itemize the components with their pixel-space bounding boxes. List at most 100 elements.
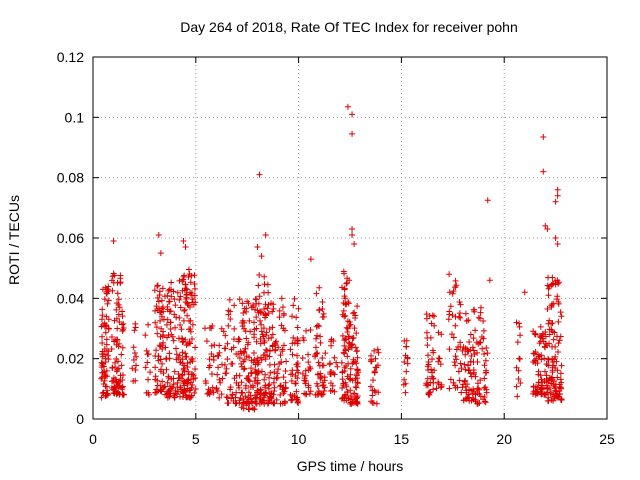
data-point <box>314 332 321 339</box>
data-point <box>256 293 263 300</box>
data-point <box>266 353 273 360</box>
data-point <box>189 355 196 362</box>
data-point <box>549 328 556 335</box>
data-point <box>402 352 409 359</box>
data-point <box>243 375 250 382</box>
data-point <box>253 400 260 407</box>
data-point <box>312 344 319 351</box>
data-point <box>317 333 324 340</box>
data-point <box>466 386 473 393</box>
data-point <box>462 377 469 384</box>
data-point <box>482 357 489 364</box>
data-point <box>279 304 286 311</box>
data-point <box>315 359 322 366</box>
data-point <box>182 281 189 288</box>
data-point <box>289 313 296 320</box>
data-point <box>158 388 165 395</box>
data-point <box>242 345 249 352</box>
data-point <box>515 367 522 374</box>
data-point <box>239 323 246 330</box>
data-point <box>177 359 184 366</box>
data-point <box>347 321 354 328</box>
data-point <box>474 358 481 365</box>
data-point <box>210 353 217 360</box>
data-point <box>155 298 162 305</box>
data-point <box>299 370 306 377</box>
data-point <box>224 356 231 363</box>
data-point <box>346 333 353 340</box>
data-point <box>353 348 360 355</box>
data-point <box>239 319 246 326</box>
y-axis-label: ROTI / TECUs <box>6 195 22 285</box>
data-point <box>182 392 189 399</box>
data-point <box>317 339 324 346</box>
data-point <box>256 271 263 278</box>
data-point <box>302 378 309 385</box>
data-point <box>452 284 459 291</box>
data-point <box>351 241 358 248</box>
data-point <box>472 327 479 334</box>
data-point <box>558 396 565 403</box>
data-point <box>429 347 436 354</box>
data-point <box>319 314 326 321</box>
data-point <box>133 362 140 369</box>
data-point <box>183 353 190 360</box>
data-point <box>130 356 137 363</box>
data-point <box>185 266 192 273</box>
data-point <box>294 363 301 370</box>
data-point <box>115 296 122 303</box>
data-point <box>427 334 434 341</box>
data-point <box>100 351 107 358</box>
data-point <box>103 383 110 390</box>
data-point <box>302 380 309 387</box>
data-point <box>261 351 268 358</box>
data-point <box>445 316 452 323</box>
data-point <box>371 369 378 376</box>
data-point <box>108 334 115 341</box>
data-point <box>347 400 354 407</box>
data-point <box>459 384 466 391</box>
data-point <box>423 380 430 387</box>
data-point <box>513 319 520 326</box>
data-point <box>166 383 173 390</box>
data-point <box>545 320 552 327</box>
data-point <box>299 355 306 362</box>
data-point <box>548 304 555 311</box>
data-point <box>131 350 138 357</box>
data-point <box>214 371 221 378</box>
data-point <box>278 295 285 302</box>
data-point <box>255 300 262 307</box>
data-point <box>159 346 166 353</box>
data-point <box>244 341 251 348</box>
data-point <box>268 334 275 341</box>
data-point <box>99 369 106 376</box>
data-point <box>540 168 547 175</box>
data-point <box>544 225 551 232</box>
data-point <box>260 333 267 340</box>
data-point <box>463 387 470 394</box>
data-point <box>152 373 159 380</box>
data-point <box>554 374 561 381</box>
data-point <box>341 368 348 375</box>
data-point <box>185 273 192 280</box>
data-point <box>341 285 348 292</box>
data-point <box>98 394 105 401</box>
data-point <box>305 351 312 358</box>
data-point <box>290 302 297 309</box>
data-point <box>481 375 488 382</box>
data-point <box>281 388 288 395</box>
data-point <box>404 355 411 362</box>
data-point <box>217 379 224 386</box>
data-point <box>109 287 116 294</box>
data-point <box>552 281 559 288</box>
data-point <box>557 370 564 377</box>
data-point <box>290 334 297 341</box>
data-point <box>160 370 167 377</box>
data-point <box>354 399 361 406</box>
data-point <box>479 345 486 352</box>
data-point <box>276 307 283 314</box>
data-point <box>367 356 374 363</box>
data-point <box>151 287 158 294</box>
data-point <box>120 391 127 398</box>
data-point <box>287 391 294 398</box>
